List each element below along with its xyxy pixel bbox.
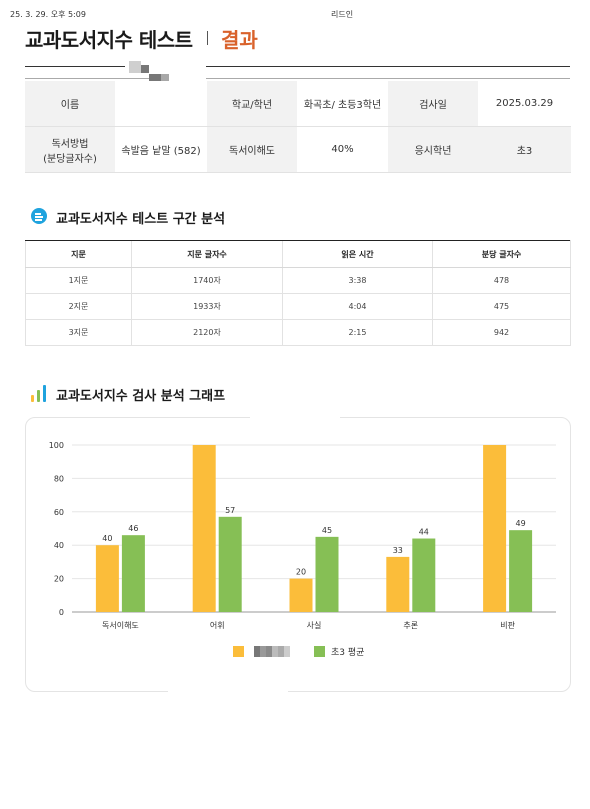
name-value [115, 81, 207, 127]
x-tick-label: 비판 [500, 621, 515, 630]
school-label: 학교/학년 [207, 81, 297, 127]
table-header-row: 지문 지문 글자수 읽은 시간 분당 글자수 [25, 240, 571, 268]
blur-pixel [161, 74, 169, 82]
header-rule-right [206, 66, 570, 67]
data-label: 45 [322, 526, 332, 535]
header-rule-right-lower [206, 78, 570, 79]
legend-blur-pixel [260, 646, 266, 657]
school-value: 화곡초/ 초등3학년 [297, 81, 388, 127]
legend-swatch-student [233, 646, 244, 657]
legend-blur-pixel [254, 646, 260, 657]
bar-average [218, 516, 242, 612]
grade-value: 초3 [478, 126, 571, 173]
reading-method-label-line2: (분당글자수) [43, 153, 97, 165]
print-datetime: 25. 3. 29. 오후 5:09 [10, 10, 86, 19]
x-tick-label: 추론 [403, 621, 418, 630]
data-label: 49 [516, 519, 526, 528]
x-tick-label: 사실 [307, 620, 322, 630]
bar-average [315, 536, 339, 612]
bar-student [483, 445, 507, 612]
col-header: 분당 글자수 [432, 240, 571, 268]
table-row: 3지문 2120자 2:15 942 [25, 319, 571, 346]
data-label: 57 [225, 506, 235, 515]
table-cell: 1740자 [131, 267, 283, 294]
name-label: 이름 [25, 81, 115, 127]
table-cell: 2120자 [131, 319, 283, 346]
reading-method-value: 속발음 낱말 (582) [115, 126, 207, 173]
legend-swatch-average [314, 646, 325, 657]
bar-student [192, 445, 216, 612]
page-title: 교과도서지수 테스트 [25, 28, 193, 52]
table-cell: 942 [432, 319, 571, 346]
bar-student [95, 545, 119, 612]
bar-average [509, 530, 533, 612]
print-site-title: 리드인 [331, 10, 354, 19]
blur-pixel [129, 61, 141, 73]
chart-bottom-gap [168, 686, 288, 694]
y-tick-label: 80 [54, 474, 64, 483]
legend-blur-pixel [266, 646, 272, 657]
list-icon [31, 208, 47, 224]
graph-section-title: 교과도서지수 검사 분석 그래프 [56, 389, 226, 404]
x-tick-label: 독서이해도 [102, 620, 139, 630]
col-header: 지문 글자수 [131, 240, 283, 268]
table-cell: 475 [432, 293, 571, 320]
data-label: 40 [102, 534, 112, 543]
bar-average [121, 535, 145, 612]
comprehension-value: 40% [297, 126, 388, 173]
comprehension-label: 독서이해도 [207, 126, 297, 173]
y-tick-label: 40 [54, 541, 64, 550]
legend-blur-pixel [284, 646, 290, 657]
bar-student [386, 556, 410, 612]
bar-student [289, 578, 313, 612]
title-divider [207, 31, 208, 45]
legend-label-average: 초3 평균 [331, 647, 364, 658]
table-cell: 2:15 [282, 319, 433, 346]
grade-label: 응시학년 [388, 126, 478, 173]
segment-section-title: 교과도서지수 테스트 구간 분석 [56, 212, 226, 227]
header-rule-left-lower [25, 78, 160, 79]
table-cell: 1933자 [131, 293, 283, 320]
table-cell: 478 [432, 267, 571, 294]
data-label: 46 [128, 524, 138, 533]
segment-table: 지문 지문 글자수 읽은 시간 분당 글자수 1지문 1740자 3:38 47… [25, 240, 571, 346]
table-cell: 3:38 [282, 267, 433, 294]
y-tick-label: 60 [54, 508, 64, 517]
col-header: 지문 [25, 240, 132, 268]
y-tick-label: 100 [49, 441, 64, 450]
reading-method-label-line1: 독서방법 [51, 138, 89, 150]
test-date-value: 2025.03.29 [478, 81, 571, 127]
y-tick-label: 20 [54, 575, 64, 584]
test-date-label: 검사일 [388, 81, 478, 127]
data-label: 44 [419, 528, 429, 537]
table-row: 1지문 1740자 3:38 478 [25, 267, 571, 294]
result-label: 결과 [221, 28, 258, 52]
table-row: 2지문 1933자 4:04 475 [25, 293, 571, 320]
legend-blur-pixel [278, 646, 284, 657]
header-rule-left [25, 66, 125, 67]
legend-blur-pixel [272, 646, 278, 657]
bar-chart-icon [31, 385, 47, 402]
y-tick-label: 0 [59, 608, 64, 617]
table-cell: 1지문 [25, 267, 132, 294]
student-info-table: 이름 학교/학년 화곡초/ 초등3학년 검사일 2025.03.29 독서방법 … [25, 81, 571, 173]
col-header: 읽은 시간 [282, 240, 433, 268]
data-label: 20 [296, 568, 306, 577]
table-cell: 3지문 [25, 319, 132, 346]
blur-pixel [141, 65, 149, 73]
table-cell: 2지문 [25, 293, 132, 320]
table-cell: 4:04 [282, 293, 433, 320]
data-label: 33 [393, 546, 403, 555]
chart-top-gap [250, 412, 340, 420]
reading-method-label: 독서방법 (분당글자수) [25, 126, 115, 173]
x-tick-label: 어휘 [210, 620, 225, 630]
bar-average [412, 538, 436, 612]
